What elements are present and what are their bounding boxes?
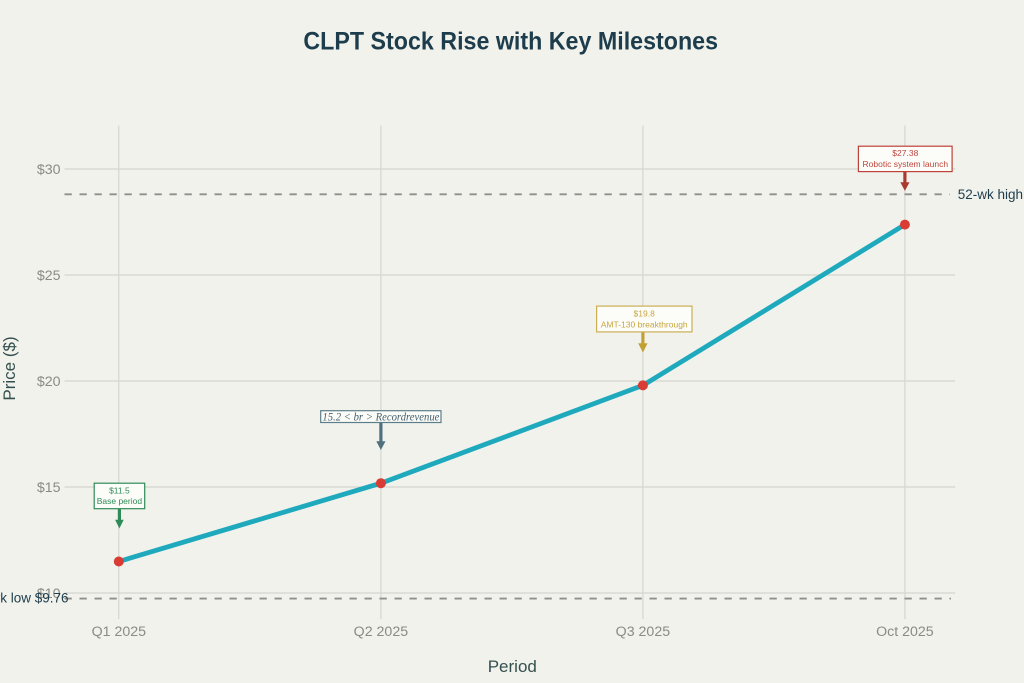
svg-text:$30: $30 [37, 162, 61, 178]
svg-text:Q1 2025: Q1 2025 [92, 624, 147, 640]
svg-text:Base period: Base period [97, 496, 143, 506]
svg-text:$19.8: $19.8 [634, 308, 656, 318]
svg-text:52-wk high $28.98: 52-wk high $28.98 [958, 187, 1024, 202]
svg-text:AMT-130 breakthrough: AMT-130 breakthrough [601, 319, 688, 329]
svg-text:Q2 2025: Q2 2025 [354, 624, 409, 640]
svg-text:$27.38: $27.38 [892, 148, 918, 158]
svg-text:$15: $15 [37, 480, 61, 496]
svg-text:CLPT Stock Rise with Key Miles: CLPT Stock Rise with Key Milestones [303, 29, 718, 56]
svg-text:Oct 2025: Oct 2025 [876, 624, 934, 640]
svg-text:$11.5: $11.5 [109, 486, 130, 496]
svg-text:52-wk low $9.76: 52-wk low $9.76 [0, 591, 69, 606]
svg-text:15.2 < br > Recordrevenue: 15.2 < br > Recordrevenue [322, 412, 439, 424]
svg-text:Robotic system launch: Robotic system launch [863, 159, 949, 169]
svg-text:$10: $10 [37, 586, 61, 602]
svg-text:$25: $25 [37, 268, 61, 284]
svg-text:Q3 2025: Q3 2025 [616, 624, 671, 640]
svg-text:Period: Period [488, 657, 537, 676]
svg-text:$20: $20 [37, 374, 61, 390]
svg-text:Price ($): Price ($) [0, 336, 19, 400]
